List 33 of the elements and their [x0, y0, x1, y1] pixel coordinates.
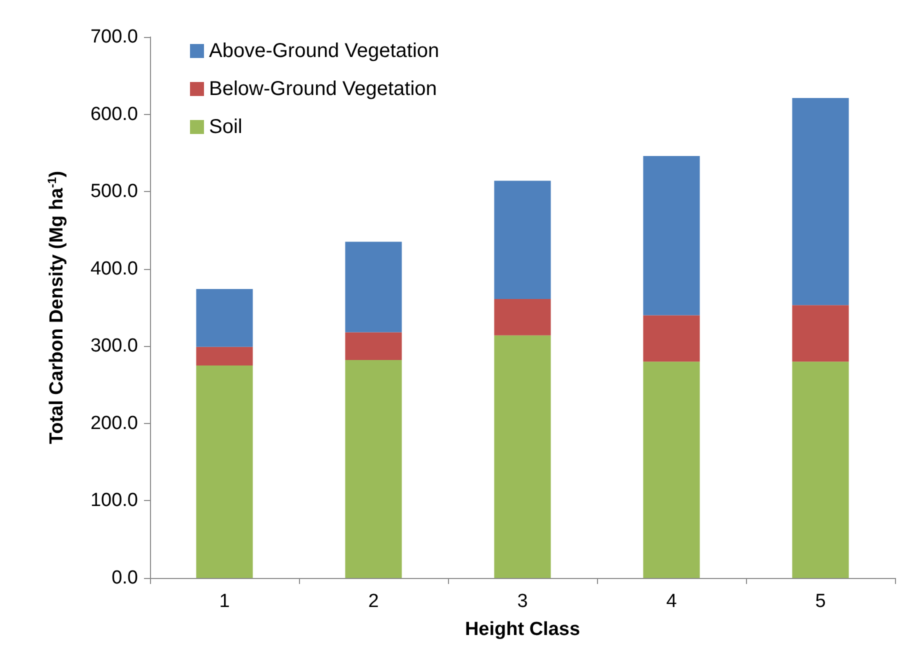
legend-label: Below-Ground Vegetation [209, 78, 437, 100]
bar [792, 362, 849, 578]
y-tick-label: 300.0 [90, 336, 138, 357]
y-tick-label: 500.0 [90, 181, 138, 202]
bar [792, 305, 849, 362]
bar [196, 346, 253, 366]
bar [643, 156, 700, 316]
bar [345, 242, 402, 332]
y-tick-label: 100.0 [90, 490, 138, 512]
bar [494, 299, 551, 336]
x-tick-label: 4 [666, 591, 678, 612]
bar [792, 98, 849, 306]
bar [345, 332, 402, 360]
y-tick-label: 600.0 [90, 104, 138, 125]
y-tick-label: 400.0 [90, 258, 138, 280]
x-tick-label: 3 [517, 591, 528, 612]
x-axis-title: Height Class [464, 619, 580, 640]
legend-label: Above-Ground Vegetation [209, 40, 440, 62]
bar [345, 360, 402, 578]
x-tick-label: 5 [815, 591, 826, 612]
bar [643, 362, 700, 578]
x-tick-label: 2 [368, 591, 379, 612]
bar [643, 315, 700, 362]
y-tick-label: 700.0 [90, 26, 138, 48]
bar [494, 180, 551, 299]
y-axis-title: Total Carbon Density (Mg ha-1) [45, 170, 68, 444]
y-tick-label: 200.0 [90, 412, 138, 434]
x-tick-label: 1 [219, 591, 230, 612]
legend-label: Soil [209, 116, 242, 138]
bar [196, 365, 253, 578]
bar [494, 335, 551, 578]
bar [196, 288, 253, 347]
y-tick-label: 0.0 [112, 568, 138, 588]
